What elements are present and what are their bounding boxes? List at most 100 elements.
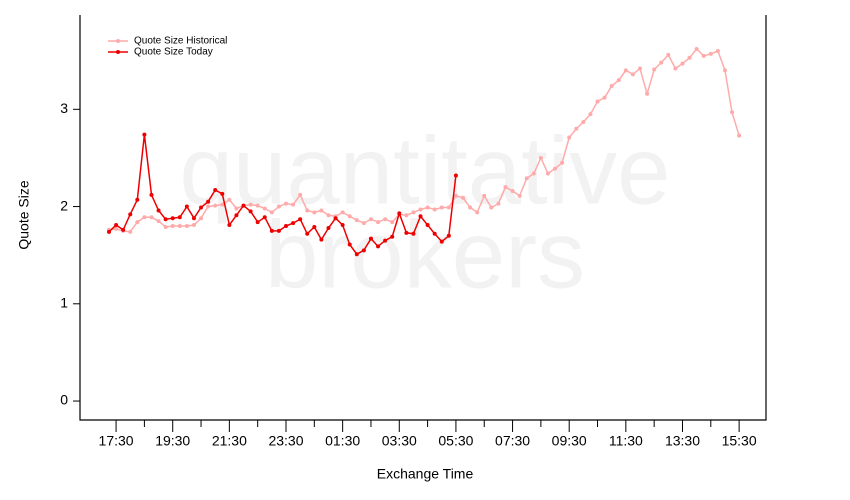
data-point <box>432 207 437 212</box>
data-point <box>107 229 111 234</box>
data-point <box>545 171 550 176</box>
data-point <box>652 67 657 72</box>
data-point <box>390 220 395 225</box>
data-point <box>262 215 267 220</box>
legend-label: Quote Size Historical <box>134 36 227 47</box>
data-point <box>411 231 416 236</box>
data-point <box>439 239 444 244</box>
data-point <box>411 210 416 215</box>
x-tick-label: 19:30 <box>155 433 190 449</box>
data-point <box>326 213 331 218</box>
data-point <box>368 217 373 222</box>
data-point <box>574 126 579 131</box>
data-point <box>715 48 720 53</box>
data-point <box>269 228 274 233</box>
legend-marker <box>116 39 120 43</box>
data-point <box>347 214 352 219</box>
y-tick-label: 3 <box>60 100 68 116</box>
data-point <box>269 210 274 215</box>
x-tick-label: 13:30 <box>665 433 700 449</box>
x-tick-label: 01:30 <box>325 433 360 449</box>
data-point <box>163 224 168 229</box>
data-point <box>432 231 437 236</box>
data-point <box>567 135 572 140</box>
y-tick-label: 0 <box>60 392 68 408</box>
data-point <box>213 188 218 193</box>
data-point <box>156 208 161 213</box>
data-point <box>191 216 196 221</box>
data-point <box>234 206 239 211</box>
data-point <box>383 238 388 243</box>
legend-marker <box>116 50 120 54</box>
x-axis-label: Exchange Time <box>377 466 474 482</box>
data-point <box>468 205 473 210</box>
y-tick-label: 1 <box>60 295 68 311</box>
data-point <box>361 248 366 253</box>
data-point <box>404 230 409 235</box>
data-point <box>170 224 175 229</box>
data-point <box>248 209 253 214</box>
data-point <box>347 242 352 247</box>
data-point <box>312 210 317 215</box>
data-point <box>298 217 303 222</box>
data-point <box>680 61 685 66</box>
y-axis-label: Quote Size <box>16 180 32 249</box>
data-point <box>376 220 381 225</box>
data-point <box>503 185 508 190</box>
data-point <box>630 72 635 77</box>
data-point <box>361 221 366 226</box>
data-point <box>602 95 607 100</box>
data-point <box>560 160 565 165</box>
data-point <box>276 204 281 209</box>
y-tick-label: 2 <box>60 197 68 213</box>
data-point <box>390 234 395 239</box>
plot-frame <box>79 15 767 421</box>
data-point <box>694 47 699 52</box>
data-point <box>114 226 119 231</box>
data-point <box>645 91 650 96</box>
data-point <box>326 225 331 230</box>
data-point <box>220 202 225 207</box>
data-point <box>142 215 147 220</box>
data-point <box>319 237 324 242</box>
data-point <box>248 202 253 207</box>
data-point <box>581 119 586 124</box>
data-point <box>524 176 529 181</box>
data-point <box>220 191 225 196</box>
data-point <box>453 173 458 178</box>
data-point <box>340 210 345 215</box>
data-point <box>135 197 140 202</box>
data-point <box>312 224 317 229</box>
data-point <box>404 213 409 218</box>
data-point <box>397 211 402 216</box>
data-point <box>213 203 218 208</box>
data-point <box>609 83 614 88</box>
data-point <box>184 224 189 229</box>
data-point <box>177 224 182 229</box>
data-point <box>149 192 154 197</box>
data-point <box>291 221 296 226</box>
data-point <box>227 197 232 202</box>
data-point <box>475 210 480 215</box>
data-point <box>638 66 642 71</box>
data-point <box>425 205 430 210</box>
data-point <box>666 52 671 57</box>
data-point <box>227 223 232 228</box>
x-tick-label: 21:30 <box>212 433 247 449</box>
data-point <box>446 233 451 238</box>
data-point <box>418 214 423 219</box>
data-point <box>531 171 536 176</box>
data-point <box>376 244 381 249</box>
data-point <box>305 208 310 213</box>
data-point <box>588 112 593 117</box>
data-point <box>305 231 310 236</box>
data-point <box>354 252 359 257</box>
data-point <box>659 60 664 65</box>
data-point <box>128 212 133 217</box>
data-point <box>255 220 260 225</box>
data-point <box>333 216 338 221</box>
data-point <box>517 193 522 198</box>
data-point <box>199 216 204 221</box>
